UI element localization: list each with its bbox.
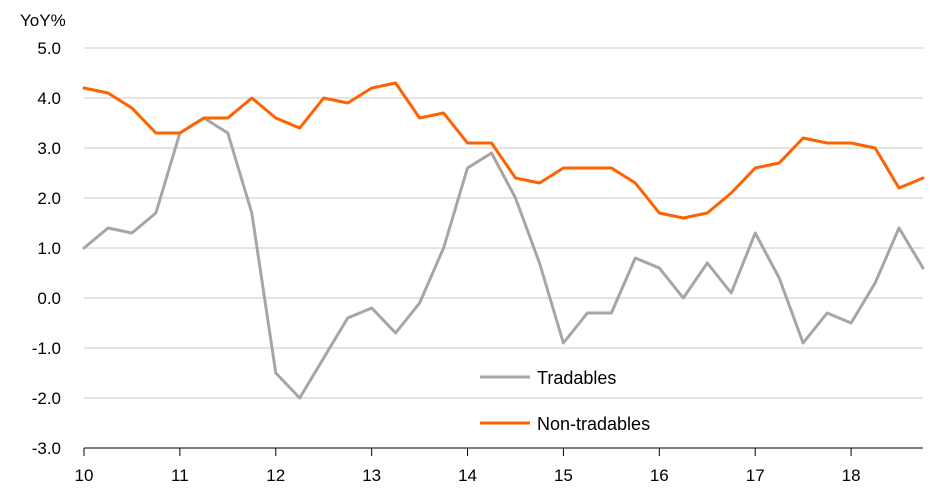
x-tick-label: 18 bbox=[842, 466, 861, 485]
y-tick-label: 5.0 bbox=[37, 39, 61, 58]
y-axis-ticks: 5.0 4.0 3.0 2.0 1.0 0.0 -1.0 -2.0 -3.0 bbox=[32, 39, 61, 458]
legend-label-non-tradables: Non-tradables bbox=[537, 414, 650, 434]
x-tick-label: 14 bbox=[458, 466, 477, 485]
x-tick-label: 12 bbox=[266, 466, 285, 485]
y-tick-label: 4.0 bbox=[37, 89, 61, 108]
y-tick-label: 2.0 bbox=[37, 189, 61, 208]
x-tick-label: 10 bbox=[75, 466, 94, 485]
y-tick-label: 3.0 bbox=[37, 139, 61, 158]
x-tick-label: 13 bbox=[362, 466, 381, 485]
x-axis-ticks: 10 11 12 13 14 15 16 17 18 bbox=[75, 448, 861, 485]
legend: Tradables Non-tradables bbox=[480, 368, 650, 434]
series-line-tradables bbox=[82, 116, 925, 400]
y-axis-unit-label: YoY% bbox=[20, 11, 66, 30]
x-tick-label: 15 bbox=[554, 466, 573, 485]
series-line-non-tradables bbox=[82, 81, 925, 220]
legend-label-tradables: Tradables bbox=[537, 368, 616, 388]
y-tick-label: 1.0 bbox=[37, 239, 61, 258]
gridlines bbox=[84, 47, 923, 399]
y-tick-label: -1.0 bbox=[32, 339, 61, 358]
x-tick-label: 11 bbox=[171, 466, 189, 485]
x-tick-label: 17 bbox=[746, 466, 765, 485]
x-tick-label: 16 bbox=[650, 466, 669, 485]
y-tick-label: -3.0 bbox=[32, 439, 61, 458]
series-layer bbox=[82, 81, 925, 400]
y-tick-label: 0.0 bbox=[37, 289, 61, 308]
y-tick-label: -2.0 bbox=[32, 389, 61, 408]
